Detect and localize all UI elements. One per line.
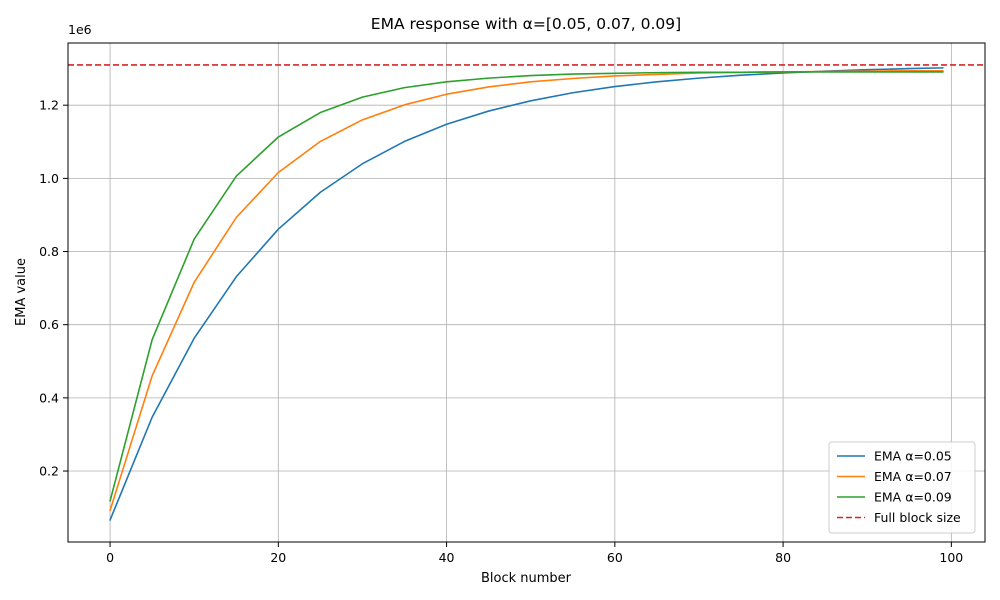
legend-label: EMA α=0.05 <box>874 449 952 464</box>
x-axis-title: Block number <box>481 571 572 586</box>
legend: EMA α=0.05 EMA α=0.07 EMA α=0.09 Full block… <box>829 442 975 533</box>
chart-title: EMA response with α=[0.05, 0.07, 0.09] <box>371 15 681 33</box>
x-tick-label: 60 <box>607 550 623 565</box>
legend-label: EMA α=0.09 <box>874 490 952 505</box>
x-tick-label: 100 <box>939 550 963 565</box>
y-tick-label: 0.8 <box>39 244 59 259</box>
y-offset-label: 1e6 <box>68 22 92 37</box>
x-tick-label: 40 <box>439 550 455 565</box>
y-tick-label: 1.0 <box>39 171 59 186</box>
y-tick-label: 1.2 <box>39 98 59 113</box>
y-tick-label: 0.6 <box>39 317 59 332</box>
y-tick-label: 0.4 <box>39 390 59 405</box>
y-axis-title: EMA value <box>14 258 29 326</box>
x-tick-label: 80 <box>775 550 791 565</box>
y-tick-label: 0.2 <box>39 464 59 479</box>
legend-label: Full block size <box>874 510 961 525</box>
legend-label: EMA α=0.07 <box>874 469 952 484</box>
x-tick-label: 20 <box>270 550 286 565</box>
x-tick-label: 0 <box>106 550 114 565</box>
